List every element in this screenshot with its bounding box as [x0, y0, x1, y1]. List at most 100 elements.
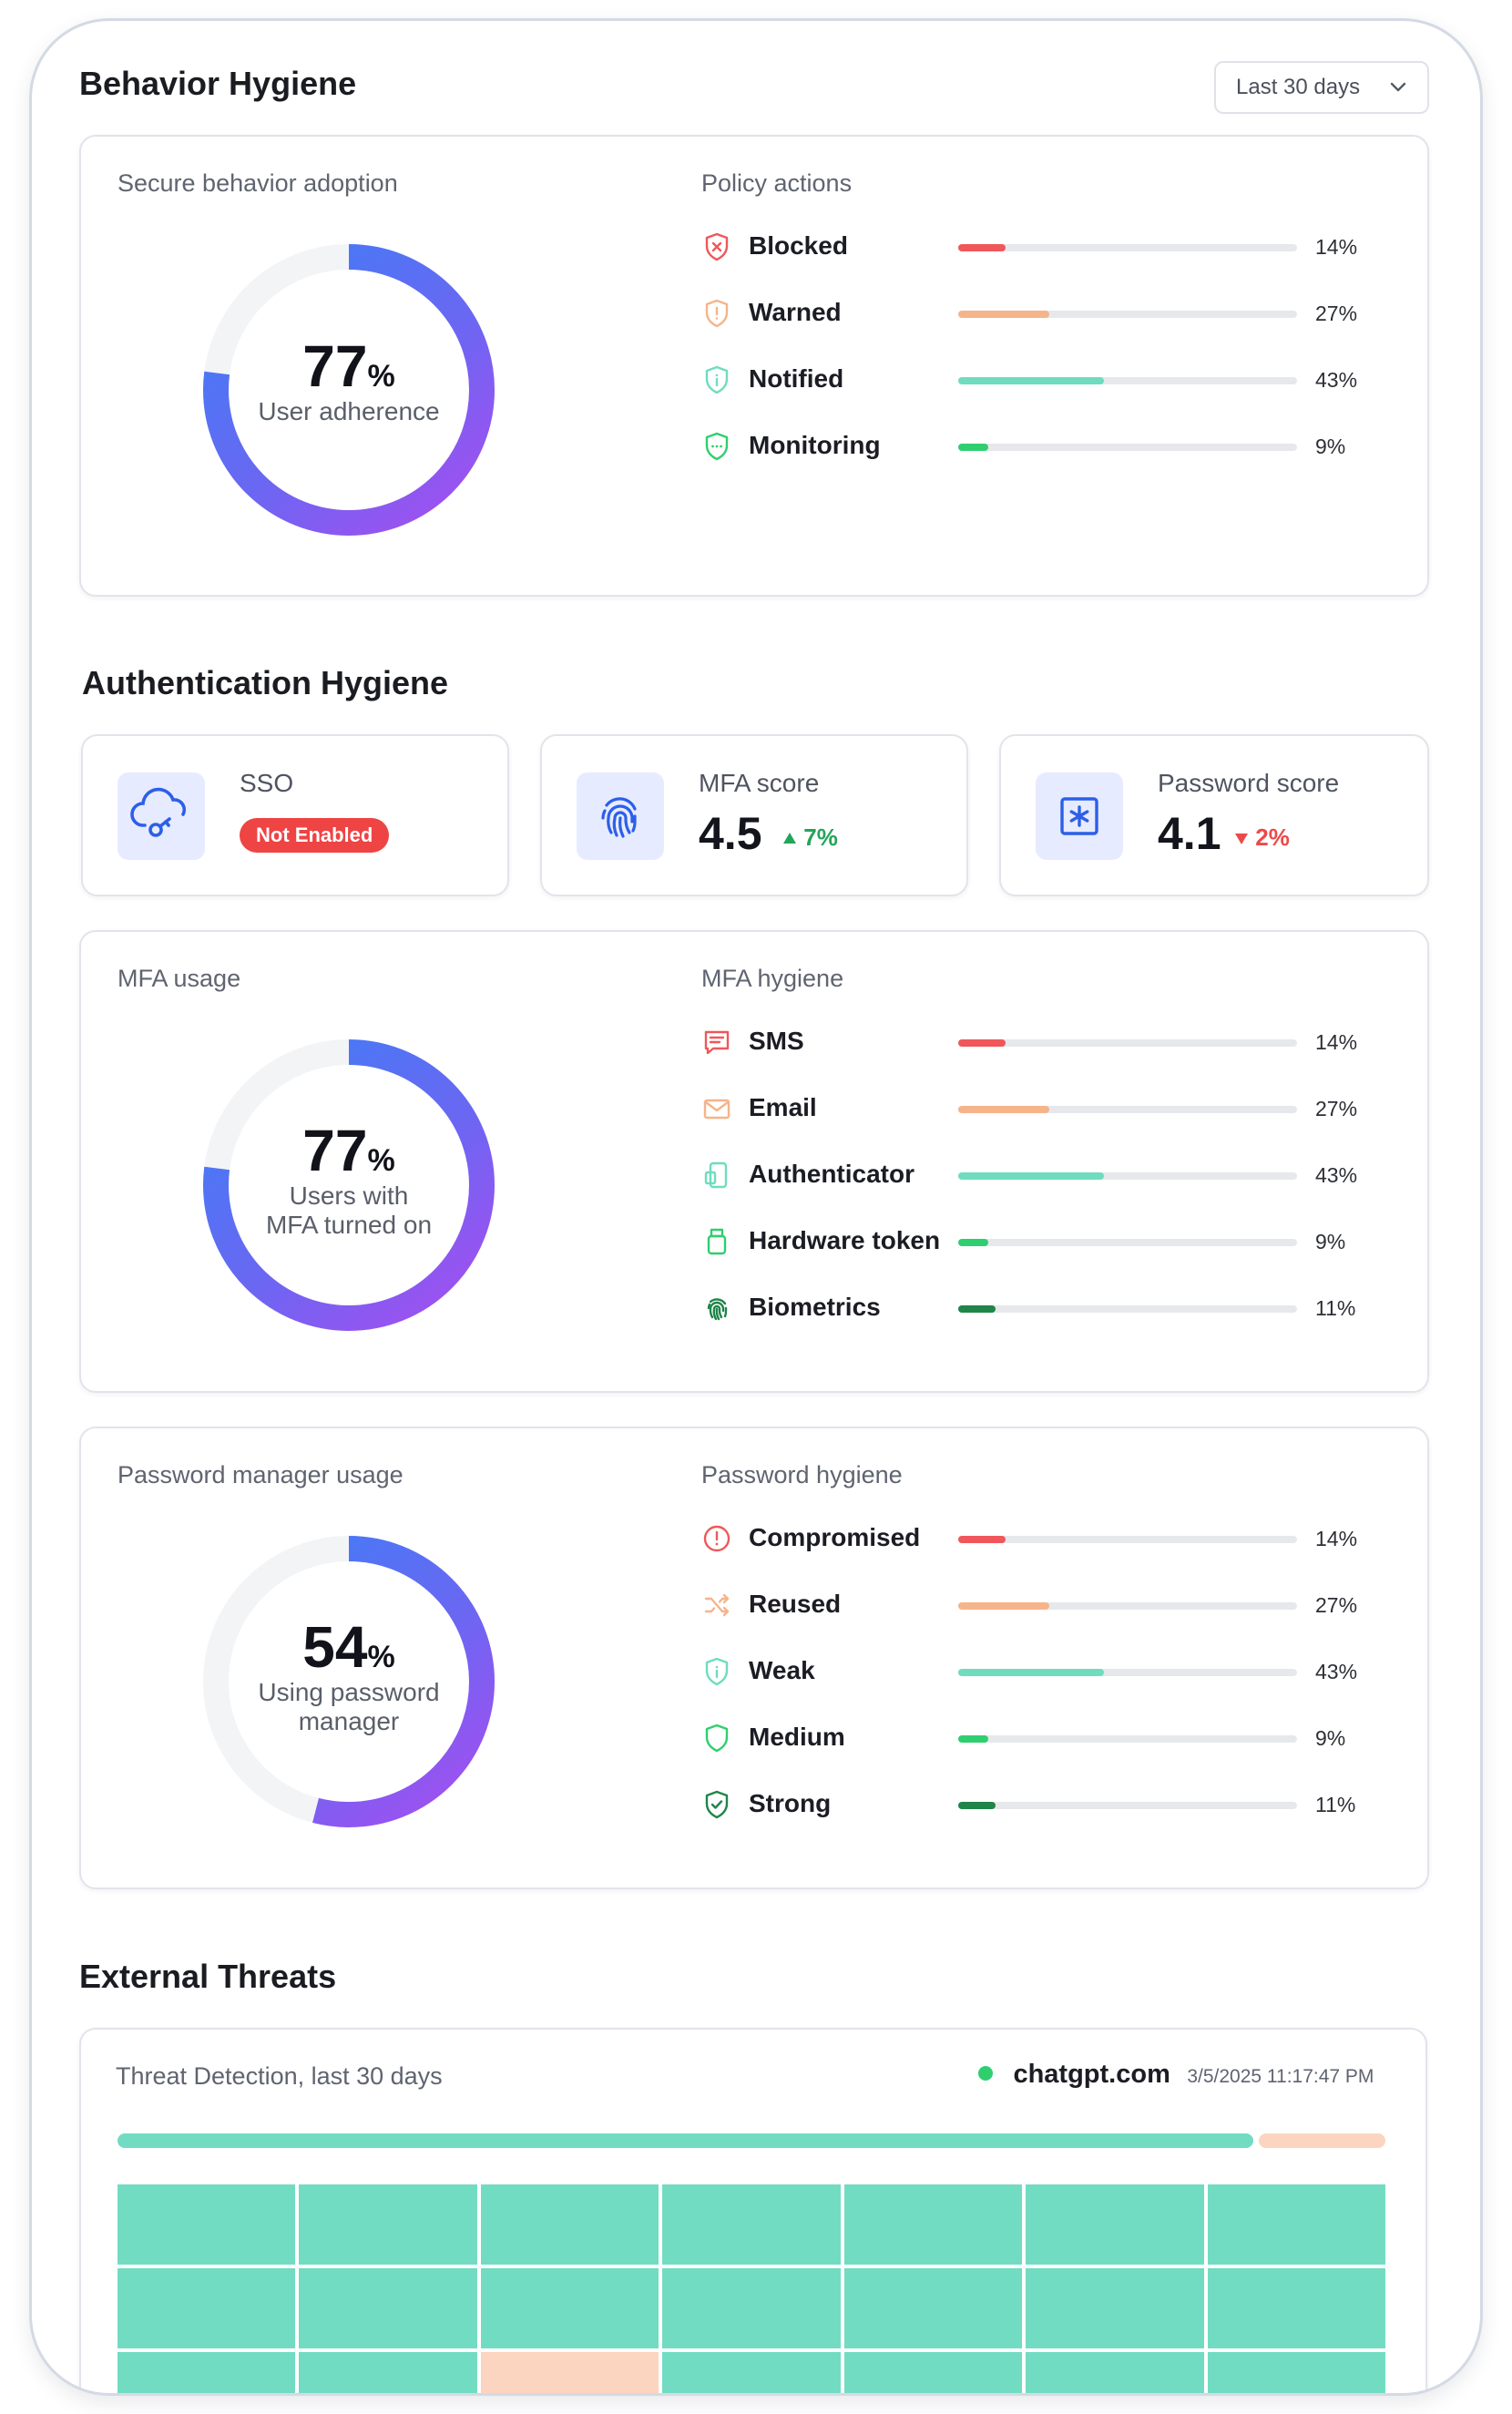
password-hygiene-bar-track [958, 1602, 1297, 1610]
password-hygiene-row-medium[interactable]: Medium 9% [701, 1719, 1394, 1755]
heatmap-cell[interactable] [299, 2268, 477, 2348]
sso-status-badge: Not Enabled [240, 818, 390, 853]
mfa-usage-value-block: 77% Users with MFA turned on [203, 1121, 495, 1240]
mfa-hygiene-row-email[interactable]: Email 27% [701, 1089, 1394, 1126]
behavior-hygiene-title: Behavior Hygiene [79, 65, 357, 102]
heatmap-cell[interactable] [1026, 2268, 1204, 2348]
mfa-hygiene-row-sms[interactable]: SMS 14% [701, 1023, 1394, 1059]
password-hygiene-bar-track [958, 1669, 1297, 1676]
mfa-hygiene-row-biometrics[interactable]: Biometrics 11% [701, 1289, 1394, 1325]
password-hygiene-item-label: Reused [749, 1590, 842, 1618]
policy-row-blocked[interactable]: Blocked 14% [701, 228, 1394, 264]
mfa-usage-label: MFA usage [117, 965, 241, 992]
sso-label: SSO [240, 769, 294, 797]
mfa-usage-sub-label-2: MFA turned on [265, 1211, 433, 1239]
heatmap-cell[interactable] [117, 2268, 296, 2348]
mfa-usage-sub-label-1: Users with [289, 1181, 409, 1210]
password-hygiene-row-compromised[interactable]: Compromised 14% [701, 1519, 1394, 1556]
heatmap-cell[interactable] [662, 2268, 841, 2348]
heatmap-cell[interactable] [843, 2268, 1023, 2348]
heatmap-cell[interactable] [1026, 2352, 1204, 2393]
adoption-label: Secure behavior adoption [117, 169, 398, 197]
heatmap-cell[interactable] [662, 2184, 841, 2265]
authenticator-icon [704, 1161, 728, 1189]
password-hygiene-row-reused[interactable]: Reused 27% [701, 1586, 1394, 1622]
threat-detection-card: Threat Detection, last 30 days chatgpt.c… [79, 2028, 1427, 2393]
password-hygiene-row-weak[interactable]: Weak 43% [701, 1652, 1394, 1689]
password-score-delta: 2% [1234, 823, 1290, 852]
password-manager-label: Password manager usage [117, 1461, 404, 1488]
mfa-usage-percentage: 77% [302, 1118, 395, 1183]
shield-alert-icon [705, 299, 729, 328]
shield-x-icon [705, 232, 729, 261]
sso-tile[interactable]: SSO Not Enabled [81, 734, 509, 896]
policy-bar-track [958, 244, 1297, 251]
mfa-usage-card: MFA usage 77% Users with MFA turned on M… [79, 930, 1429, 1393]
password-manager-percentage: 54% [302, 1614, 395, 1680]
heatmap-cell[interactable] [117, 2184, 296, 2265]
policy-item-percentage: 43% [1315, 368, 1358, 392]
behavior-card: Secure behavior adoption 77% User adhere… [79, 135, 1429, 597]
policy-row-warned[interactable]: Warned 27% [701, 294, 1394, 331]
threat-site-info[interactable]: chatgpt.com 3/5/2025 11:17:47 PM [978, 2060, 1374, 2096]
heatmap-cell[interactable] [117, 2352, 296, 2393]
mfa-hygiene-row-authenticator[interactable]: Authenticator 43% [701, 1156, 1394, 1192]
triangle-down-icon [1235, 834, 1248, 844]
mfa-hygiene-item-label: Email [749, 1093, 817, 1121]
password-hygiene-bar-track [958, 1735, 1297, 1743]
shield-dots-icon [705, 432, 729, 461]
mfa-score-delta: 7% [782, 823, 838, 852]
heatmap-cell[interactable] [480, 2184, 659, 2265]
mfa-hygiene-bar-track [958, 1172, 1297, 1180]
heatmap-cell[interactable] [480, 2268, 659, 2348]
password-manager-sub-label-2: manager [298, 1707, 400, 1735]
mfa-hygiene-item-percentage: 14% [1315, 1030, 1358, 1054]
shield-info-icon [705, 365, 729, 394]
adoption-sub-label: User adherence [258, 397, 440, 425]
mfa-hygiene-item-percentage: 43% [1315, 1163, 1358, 1187]
heatmap-cell[interactable] [1207, 2268, 1385, 2348]
policy-bar-fill [958, 244, 1006, 251]
authentication-hygiene-title: Authentication Hygiene [82, 664, 449, 701]
password-hygiene-row-strong[interactable]: Strong 11% [701, 1785, 1394, 1822]
policy-item-percentage: 14% [1315, 235, 1358, 259]
heatmap-cell[interactable] [1207, 2352, 1385, 2393]
password-score-tile[interactable]: Password score 4.1 2% [999, 734, 1429, 896]
threat-site-name: chatgpt.com [1013, 2060, 1170, 2089]
password-manager-card: Password manager usage 54% Using passwor… [79, 1427, 1429, 1889]
heatmap-cell[interactable] [299, 2184, 477, 2265]
password-hygiene-bar-fill [958, 1602, 1050, 1610]
mfa-score-tile[interactable]: MFA score 4.5 7% [540, 734, 968, 896]
password-hygiene-item-percentage: 11% [1315, 1793, 1356, 1816]
heatmap-cell[interactable] [299, 2352, 477, 2393]
heatmap-cell[interactable] [843, 2184, 1023, 2265]
policy-row-notified[interactable]: Notified 43% [701, 361, 1394, 397]
mfa-hygiene-item-percentage: 27% [1315, 1097, 1358, 1120]
password-hygiene-bar-fill [958, 1536, 1006, 1543]
heatmap-cell[interactable] [1207, 2184, 1385, 2265]
mfa-hygiene-row-hardware-token[interactable]: Hardware token 9% [701, 1222, 1394, 1259]
heatmap-cell[interactable] [843, 2352, 1023, 2393]
heatmap-cell[interactable] [480, 2352, 659, 2393]
mfa-score-value: 4.5 [699, 808, 762, 859]
mfa-hygiene-item-percentage: 9% [1315, 1230, 1346, 1253]
shield-info-icon [705, 1657, 729, 1686]
policy-bar-track [958, 444, 1297, 451]
mfa-hygiene-bar-fill [958, 1172, 1104, 1180]
password-manager-value-block: 54% Using password manager [203, 1618, 495, 1736]
heatmap-cell[interactable] [1026, 2184, 1204, 2265]
policy-row-monitoring[interactable]: Monitoring 9% [701, 427, 1394, 464]
mfa-hygiene-bar-fill [958, 1239, 989, 1246]
threat-detection-label: Threat Detection, last 30 days [116, 2062, 443, 2090]
date-range-dropdown[interactable]: Last 30 days [1214, 61, 1429, 114]
policy-item-percentage: 27% [1315, 302, 1358, 325]
shield-check-icon [705, 1790, 729, 1819]
cloud-key-icon [117, 772, 205, 860]
password-hygiene-item-label: Weak [749, 1656, 815, 1684]
password-hygiene-bar-fill [958, 1735, 989, 1743]
password-hygiene-bar-fill [958, 1802, 996, 1809]
heatmap-cell[interactable] [662, 2352, 841, 2393]
threat-heatmap [117, 2184, 1385, 2393]
policy-bar-track [958, 311, 1297, 318]
password-hygiene-item-label: Strong [749, 1789, 832, 1817]
